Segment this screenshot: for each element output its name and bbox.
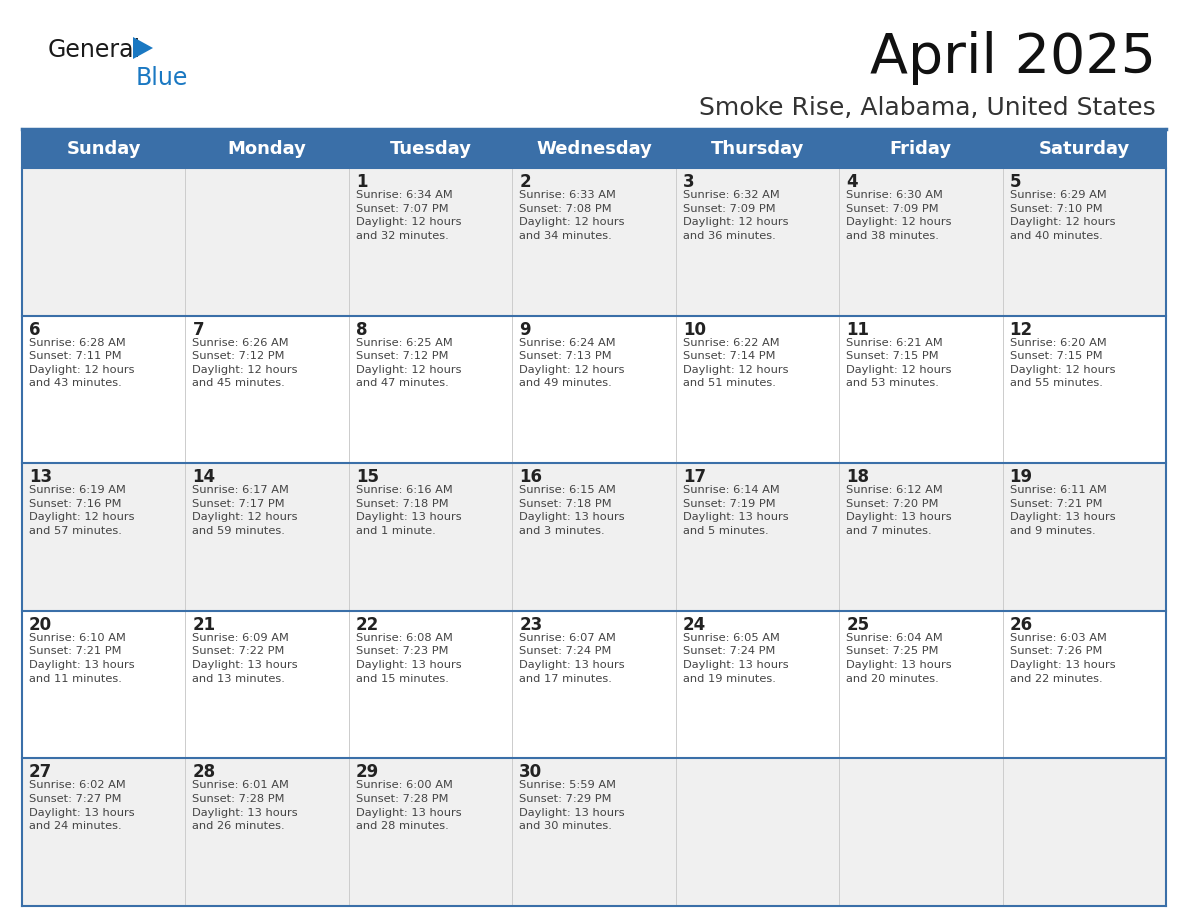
Text: Sunrise: 6:12 AM
Sunset: 7:20 PM
Daylight: 13 hours
and 7 minutes.: Sunrise: 6:12 AM Sunset: 7:20 PM Dayligh…: [846, 486, 952, 536]
Text: Sunrise: 6:32 AM
Sunset: 7:09 PM
Daylight: 12 hours
and 36 minutes.: Sunrise: 6:32 AM Sunset: 7:09 PM Dayligh…: [683, 190, 788, 241]
Bar: [23, 316, 1165, 464]
Text: Saturday: Saturday: [1038, 140, 1130, 158]
Text: 23: 23: [519, 616, 543, 633]
Text: Sunrise: 6:01 AM
Sunset: 7:28 PM
Daylight: 13 hours
and 26 minutes.: Sunrise: 6:01 AM Sunset: 7:28 PM Dayligh…: [192, 780, 298, 831]
Text: Sunrise: 6:04 AM
Sunset: 7:25 PM
Daylight: 13 hours
and 20 minutes.: Sunrise: 6:04 AM Sunset: 7:25 PM Dayligh…: [846, 633, 952, 684]
Text: 8: 8: [356, 320, 367, 339]
Text: 7: 7: [192, 320, 204, 339]
Bar: [23, 464, 1165, 610]
Text: 1: 1: [356, 173, 367, 191]
Text: 14: 14: [192, 468, 215, 487]
Text: 21: 21: [192, 616, 215, 633]
Text: Sunrise: 6:02 AM
Sunset: 7:27 PM
Daylight: 13 hours
and 24 minutes.: Sunrise: 6:02 AM Sunset: 7:27 PM Dayligh…: [29, 780, 134, 831]
Polygon shape: [133, 37, 153, 59]
Text: Sunrise: 6:25 AM
Sunset: 7:12 PM
Daylight: 12 hours
and 47 minutes.: Sunrise: 6:25 AM Sunset: 7:12 PM Dayligh…: [356, 338, 461, 388]
Text: 24: 24: [683, 616, 706, 633]
Text: 6: 6: [29, 320, 40, 339]
Text: General: General: [48, 38, 141, 62]
Text: 30: 30: [519, 764, 543, 781]
Text: Sunrise: 6:00 AM
Sunset: 7:28 PM
Daylight: 13 hours
and 28 minutes.: Sunrise: 6:00 AM Sunset: 7:28 PM Dayligh…: [356, 780, 461, 831]
Text: 9: 9: [519, 320, 531, 339]
Text: Blue: Blue: [135, 66, 189, 90]
Text: 4: 4: [846, 173, 858, 191]
Text: 29: 29: [356, 764, 379, 781]
Text: 2: 2: [519, 173, 531, 191]
Text: 5: 5: [1010, 173, 1020, 191]
Text: Sunrise: 6:21 AM
Sunset: 7:15 PM
Daylight: 12 hours
and 53 minutes.: Sunrise: 6:21 AM Sunset: 7:15 PM Dayligh…: [846, 338, 952, 388]
Text: 11: 11: [846, 320, 870, 339]
Text: 27: 27: [29, 764, 52, 781]
Text: 15: 15: [356, 468, 379, 487]
Text: 10: 10: [683, 320, 706, 339]
Text: Monday: Monday: [228, 140, 307, 158]
Text: Sunrise: 6:07 AM
Sunset: 7:24 PM
Daylight: 13 hours
and 17 minutes.: Sunrise: 6:07 AM Sunset: 7:24 PM Dayligh…: [519, 633, 625, 684]
Text: 28: 28: [192, 764, 215, 781]
Text: Sunrise: 6:34 AM
Sunset: 7:07 PM
Daylight: 12 hours
and 32 minutes.: Sunrise: 6:34 AM Sunset: 7:07 PM Dayligh…: [356, 190, 461, 241]
Text: Sunrise: 6:05 AM
Sunset: 7:24 PM
Daylight: 13 hours
and 19 minutes.: Sunrise: 6:05 AM Sunset: 7:24 PM Dayligh…: [683, 633, 789, 684]
Text: Sunrise: 6:03 AM
Sunset: 7:26 PM
Daylight: 13 hours
and 22 minutes.: Sunrise: 6:03 AM Sunset: 7:26 PM Dayligh…: [1010, 633, 1116, 684]
Text: 17: 17: [683, 468, 706, 487]
Text: Sunrise: 6:33 AM
Sunset: 7:08 PM
Daylight: 12 hours
and 34 minutes.: Sunrise: 6:33 AM Sunset: 7:08 PM Dayligh…: [519, 190, 625, 241]
Bar: [23, 610, 1165, 758]
Text: Smoke Rise, Alabama, United States: Smoke Rise, Alabama, United States: [700, 96, 1156, 120]
Text: Sunrise: 6:10 AM
Sunset: 7:21 PM
Daylight: 13 hours
and 11 minutes.: Sunrise: 6:10 AM Sunset: 7:21 PM Dayligh…: [29, 633, 134, 684]
Text: April 2025: April 2025: [870, 31, 1156, 85]
Text: 12: 12: [1010, 320, 1032, 339]
Text: Sunrise: 6:26 AM
Sunset: 7:12 PM
Daylight: 12 hours
and 45 minutes.: Sunrise: 6:26 AM Sunset: 7:12 PM Dayligh…: [192, 338, 298, 388]
Text: 26: 26: [1010, 616, 1032, 633]
Text: Sunrise: 6:16 AM
Sunset: 7:18 PM
Daylight: 13 hours
and 1 minute.: Sunrise: 6:16 AM Sunset: 7:18 PM Dayligh…: [356, 486, 461, 536]
Text: Wednesday: Wednesday: [536, 140, 652, 158]
Text: Thursday: Thursday: [710, 140, 804, 158]
Text: 16: 16: [519, 468, 542, 487]
Text: Sunrise: 6:24 AM
Sunset: 7:13 PM
Daylight: 12 hours
and 49 minutes.: Sunrise: 6:24 AM Sunset: 7:13 PM Dayligh…: [519, 338, 625, 388]
Text: Sunrise: 6:29 AM
Sunset: 7:10 PM
Daylight: 12 hours
and 40 minutes.: Sunrise: 6:29 AM Sunset: 7:10 PM Dayligh…: [1010, 190, 1116, 241]
Text: Sunrise: 6:14 AM
Sunset: 7:19 PM
Daylight: 13 hours
and 5 minutes.: Sunrise: 6:14 AM Sunset: 7:19 PM Dayligh…: [683, 486, 789, 536]
Text: Sunrise: 6:22 AM
Sunset: 7:14 PM
Daylight: 12 hours
and 51 minutes.: Sunrise: 6:22 AM Sunset: 7:14 PM Dayligh…: [683, 338, 788, 388]
Bar: [23, 758, 1165, 906]
Text: 13: 13: [29, 468, 52, 487]
Bar: [23, 130, 1165, 168]
Text: Sunrise: 6:09 AM
Sunset: 7:22 PM
Daylight: 13 hours
and 13 minutes.: Sunrise: 6:09 AM Sunset: 7:22 PM Dayligh…: [192, 633, 298, 684]
Text: Sunday: Sunday: [67, 140, 141, 158]
Text: Sunrise: 6:30 AM
Sunset: 7:09 PM
Daylight: 12 hours
and 38 minutes.: Sunrise: 6:30 AM Sunset: 7:09 PM Dayligh…: [846, 190, 952, 241]
Text: Sunrise: 6:19 AM
Sunset: 7:16 PM
Daylight: 12 hours
and 57 minutes.: Sunrise: 6:19 AM Sunset: 7:16 PM Dayligh…: [29, 486, 134, 536]
Text: 3: 3: [683, 173, 694, 191]
Text: Sunrise: 6:20 AM
Sunset: 7:15 PM
Daylight: 12 hours
and 55 minutes.: Sunrise: 6:20 AM Sunset: 7:15 PM Dayligh…: [1010, 338, 1116, 388]
Text: Sunrise: 6:15 AM
Sunset: 7:18 PM
Daylight: 13 hours
and 3 minutes.: Sunrise: 6:15 AM Sunset: 7:18 PM Dayligh…: [519, 486, 625, 536]
Text: Sunrise: 6:28 AM
Sunset: 7:11 PM
Daylight: 12 hours
and 43 minutes.: Sunrise: 6:28 AM Sunset: 7:11 PM Dayligh…: [29, 338, 134, 388]
Text: Sunrise: 6:11 AM
Sunset: 7:21 PM
Daylight: 13 hours
and 9 minutes.: Sunrise: 6:11 AM Sunset: 7:21 PM Dayligh…: [1010, 486, 1116, 536]
Text: 18: 18: [846, 468, 870, 487]
Text: Sunrise: 6:08 AM
Sunset: 7:23 PM
Daylight: 13 hours
and 15 minutes.: Sunrise: 6:08 AM Sunset: 7:23 PM Dayligh…: [356, 633, 461, 684]
Text: Sunrise: 5:59 AM
Sunset: 7:29 PM
Daylight: 13 hours
and 30 minutes.: Sunrise: 5:59 AM Sunset: 7:29 PM Dayligh…: [519, 780, 625, 831]
Text: Tuesday: Tuesday: [390, 140, 472, 158]
Bar: [23, 168, 1165, 316]
Text: 20: 20: [29, 616, 52, 633]
Text: 19: 19: [1010, 468, 1032, 487]
Text: 22: 22: [356, 616, 379, 633]
Text: Friday: Friday: [890, 140, 952, 158]
Text: Sunrise: 6:17 AM
Sunset: 7:17 PM
Daylight: 12 hours
and 59 minutes.: Sunrise: 6:17 AM Sunset: 7:17 PM Dayligh…: [192, 486, 298, 536]
Text: 25: 25: [846, 616, 870, 633]
